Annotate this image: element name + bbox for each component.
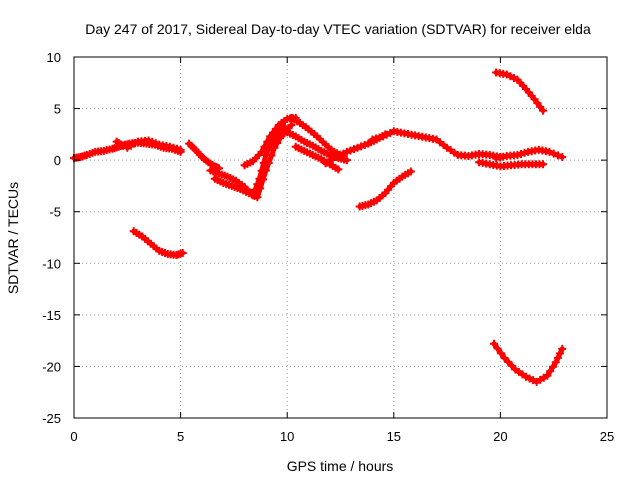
data-point xyxy=(261,166,270,175)
y-tick-label: 5 xyxy=(54,102,61,117)
y-tick-label: -5 xyxy=(49,205,61,220)
series-layer xyxy=(70,68,567,386)
data-point xyxy=(342,156,351,165)
plot-frame xyxy=(73,56,608,419)
series-arc-i xyxy=(492,68,548,115)
series-arc-e3 xyxy=(291,142,343,174)
data-point xyxy=(545,147,554,156)
data-point xyxy=(406,167,415,176)
x-tick-label: 25 xyxy=(600,429,614,444)
data-point xyxy=(267,151,276,160)
y-tick-label: -25 xyxy=(42,411,61,426)
data-point xyxy=(549,149,558,158)
data-point xyxy=(548,362,557,371)
data-point xyxy=(270,143,279,152)
x-tick-label: 15 xyxy=(387,429,401,444)
grid-layer xyxy=(74,57,607,418)
series-arc-c xyxy=(185,139,223,173)
data-point xyxy=(551,358,560,367)
series-arc-a1 xyxy=(70,140,130,163)
ticks-layer: 0 5 10 15 20 25 -25 -20 -15 -10 -5 0 5 10 xyxy=(42,50,614,444)
data-point xyxy=(334,165,343,174)
series-band xyxy=(493,69,546,114)
data-point xyxy=(493,344,502,353)
series-arc-a3 xyxy=(123,136,185,154)
data-point xyxy=(553,353,562,362)
x-axis-label: GPS time / hours xyxy=(287,458,394,474)
y-tick-label: 0 xyxy=(54,153,61,168)
x-tick-label: 20 xyxy=(493,429,507,444)
data-point xyxy=(558,344,567,353)
data-point xyxy=(256,184,265,193)
data-point xyxy=(287,121,296,130)
series-arc-d2 xyxy=(210,121,296,202)
data-point xyxy=(558,153,567,162)
data-point xyxy=(176,145,185,154)
data-point xyxy=(253,193,262,202)
series-arc-h1 xyxy=(368,127,505,162)
y-tick-label: 10 xyxy=(47,50,61,65)
y-tick-label: -15 xyxy=(42,308,61,323)
data-point xyxy=(546,367,555,376)
data-point xyxy=(497,349,506,358)
data-point xyxy=(259,175,268,184)
data-point xyxy=(539,160,548,169)
series-arc-j xyxy=(490,339,567,386)
series-arc-b xyxy=(129,227,187,260)
data-point xyxy=(539,106,548,115)
data-point xyxy=(264,158,273,167)
x-tick-label: 5 xyxy=(177,429,184,444)
data-point xyxy=(490,339,499,348)
y-tick-label: -10 xyxy=(42,256,61,271)
data-point xyxy=(553,151,562,160)
data-point xyxy=(257,147,266,156)
data-point xyxy=(543,371,552,380)
series-arc-h3 xyxy=(492,145,567,163)
y-tick-label: -20 xyxy=(42,359,61,374)
series-arc-h2 xyxy=(475,158,548,171)
data-point xyxy=(556,349,565,358)
x-tick-label: 10 xyxy=(280,429,294,444)
series-arc-g xyxy=(355,167,415,211)
data-point xyxy=(260,142,269,151)
x-tick-label: 0 xyxy=(70,429,77,444)
chart-title: Day 247 of 2017, Sidereal Day-to-day VTE… xyxy=(85,21,591,37)
data-point xyxy=(178,248,187,257)
y-axis-label: SDTVAR / TECUs xyxy=(5,182,21,294)
